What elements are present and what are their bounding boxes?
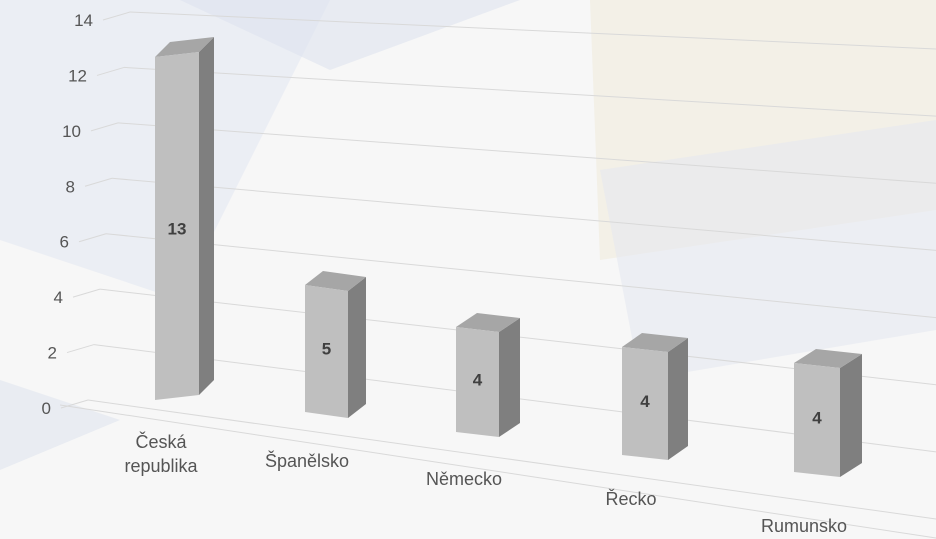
x-axis-categories: Česká republika Španělsko Německo Řecko Rumun… xyxy=(124,431,847,536)
bar-front xyxy=(305,285,348,418)
bar: 5 xyxy=(305,271,366,418)
y-tick-label: 14 xyxy=(74,11,93,30)
y-tick-label: 4 xyxy=(54,288,63,307)
bar-front xyxy=(155,52,199,400)
y-tick-label: 12 xyxy=(68,66,87,85)
bar: 4 xyxy=(622,333,688,460)
gridline-side xyxy=(66,344,95,354)
gridline xyxy=(117,122,936,184)
floor-edge xyxy=(59,404,936,539)
category-label: Rumunsko xyxy=(761,516,847,536)
bar-top xyxy=(305,271,366,291)
data-label: 13 xyxy=(168,220,187,239)
y-axis-ticks: 0 2 4 6 8 10 12 14 xyxy=(42,11,93,418)
gridline xyxy=(105,233,936,319)
bar-side xyxy=(840,354,862,477)
y-tick-label: 8 xyxy=(66,177,75,196)
bar-top xyxy=(155,37,214,57)
bar-side xyxy=(499,318,520,437)
y-tick-label: 10 xyxy=(62,122,81,141)
bars: 13 5 4 4 4 xyxy=(155,37,862,477)
bar-side xyxy=(348,277,366,418)
bar-top xyxy=(794,349,862,368)
gridline-side xyxy=(102,11,131,21)
data-label: 4 xyxy=(473,371,483,390)
data-label: 4 xyxy=(640,392,650,411)
gridline-side xyxy=(78,233,107,243)
bar-front xyxy=(622,347,668,460)
data-label: 5 xyxy=(322,340,331,359)
bar-top xyxy=(622,333,688,352)
category-label: Česká republika xyxy=(124,431,198,476)
y-tick-label: 0 xyxy=(42,399,51,418)
gridline xyxy=(129,11,936,50)
gridline xyxy=(111,177,936,251)
category-label: Řecko xyxy=(605,489,656,509)
bar-front xyxy=(456,327,499,437)
bar: 4 xyxy=(456,313,520,437)
gridline-side xyxy=(90,122,119,132)
gridline xyxy=(123,66,936,117)
category-label: Německo xyxy=(426,469,502,489)
y-tick-label: 6 xyxy=(60,233,69,252)
bar: 4 xyxy=(794,349,862,477)
bar: 13 xyxy=(155,37,214,400)
gridline xyxy=(87,399,936,520)
bar-side xyxy=(199,37,214,395)
gridline-side xyxy=(84,177,113,187)
gridline-side xyxy=(96,66,125,76)
bar-top xyxy=(456,313,520,332)
gridline-side xyxy=(60,399,89,409)
y-tick-label: 2 xyxy=(48,344,57,363)
bar-side xyxy=(668,338,688,460)
category-label: Španělsko xyxy=(265,450,349,471)
data-label: 4 xyxy=(812,409,822,428)
gridline-side xyxy=(72,288,101,298)
bar-front xyxy=(794,363,840,477)
